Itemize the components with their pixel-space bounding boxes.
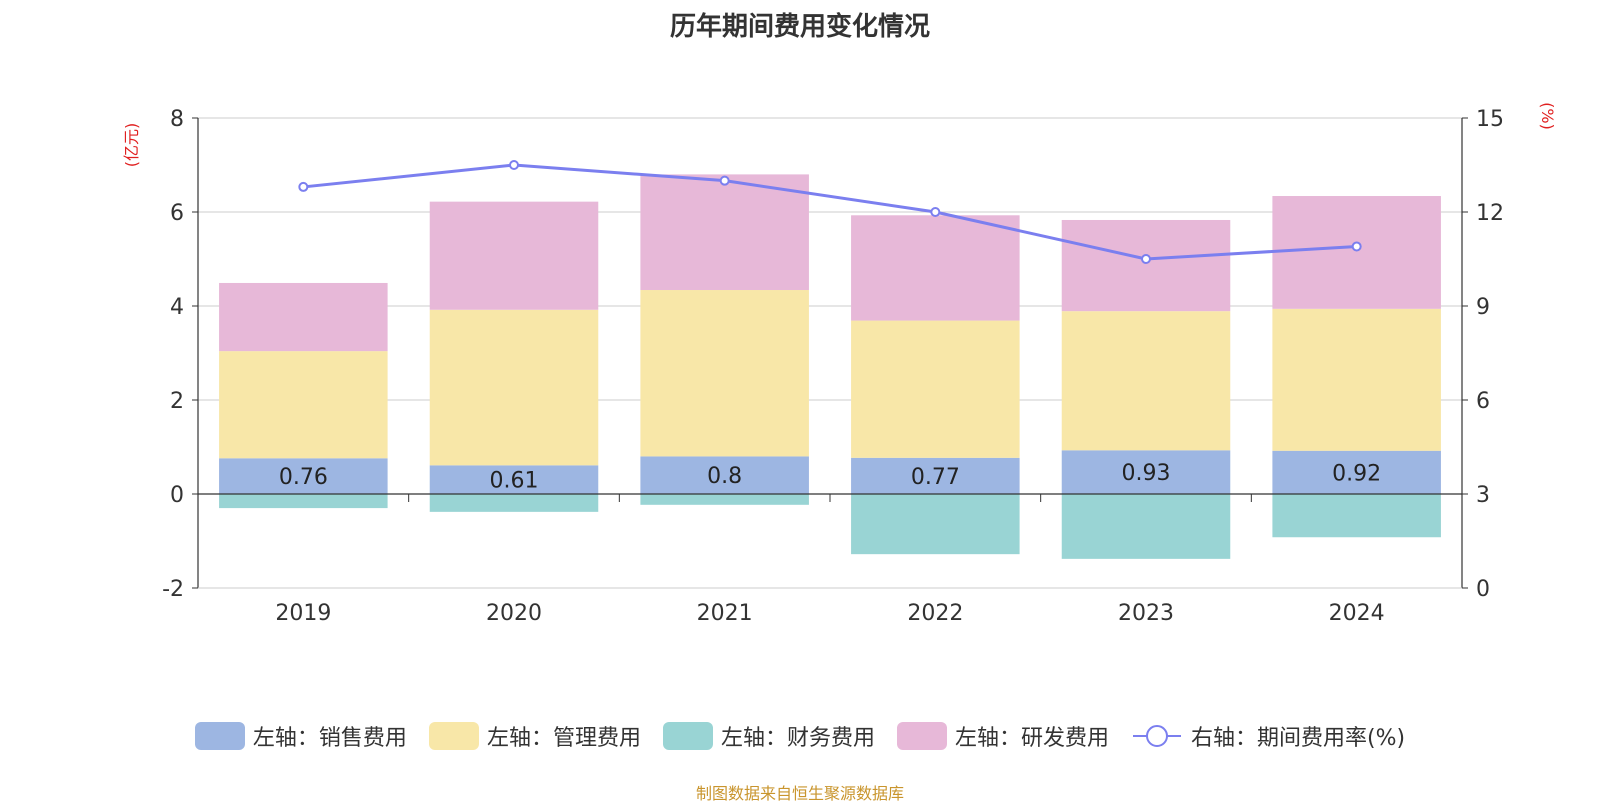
legend-item[interactable]: 左轴：研发费用 <box>896 720 1109 752</box>
legend-item[interactable]: 左轴：财务费用 <box>662 720 875 752</box>
chart-title: 历年期间费用变化情况 <box>669 12 930 42</box>
bar-segment <box>1061 311 1231 451</box>
rate-line <box>303 163 1357 261</box>
x-axis-label: 2021 <box>697 601 753 626</box>
legend-item[interactable]: 右轴：期间费用率(%) <box>1131 720 1405 752</box>
rate-point <box>930 207 941 217</box>
bar-segment <box>640 494 809 505</box>
bar-segment <box>1061 219 1231 312</box>
bar-segment <box>1272 450 1441 494</box>
bar-segment <box>851 320 1020 458</box>
rate-point <box>719 175 730 186</box>
left-axis-unit-label: (亿元) <box>122 123 141 168</box>
bar-segment <box>640 290 809 457</box>
left-axis-tick-label: 2 <box>170 389 184 414</box>
bar-value-label: 0.61 <box>490 469 539 494</box>
bar-segment <box>429 465 599 494</box>
legend-item[interactable]: 左轴：销售费用 <box>194 720 407 752</box>
rate-line-series <box>298 160 1362 264</box>
bar-value-label: 0.77 <box>911 465 960 490</box>
bar-segment <box>851 494 1020 555</box>
right-axis-tick-label: 15 <box>1476 107 1504 132</box>
rate-point <box>1141 254 1151 264</box>
bar-segment <box>851 215 1020 321</box>
bar-segment <box>429 201 599 310</box>
left-axis-tick-label: 6 <box>170 201 184 226</box>
right-axis-tick-label: 0 <box>1476 577 1490 602</box>
bar-segment <box>640 174 809 291</box>
bar-value-label: 0.8 <box>707 464 742 489</box>
left-axis-tick-label: 0 <box>170 483 184 508</box>
legend-swatch-icon <box>194 722 245 750</box>
left-axis-tick-label: 4 <box>170 295 184 320</box>
legend-swatch-icon <box>896 722 947 750</box>
bar-segment <box>1272 196 1441 309</box>
bar-segment <box>219 351 388 459</box>
rate-point <box>1351 241 1362 252</box>
bar-value-label: 0.92 <box>1332 461 1381 486</box>
bar-segment <box>640 456 809 494</box>
legend-swatch-icon <box>428 722 479 750</box>
bar-segment <box>1061 494 1231 559</box>
bar-value-label: 0.76 <box>279 465 328 490</box>
legend-item[interactable]: 左轴：管理费用 <box>428 720 641 752</box>
x-axis-label: 2024 <box>1329 601 1385 626</box>
bar-segment <box>1061 450 1231 494</box>
source-note: 制图数据来自恒生聚源数据库 <box>695 784 904 803</box>
legend-label: 左轴：销售费用 <box>252 726 407 751</box>
bar-segment <box>429 309 599 466</box>
right-axis-tick-label: 12 <box>1476 201 1504 226</box>
legend: 左轴：销售费用 左轴：管理费用 左轴：财务费用 左轴：研发费用 右轴：期间费用率(%) <box>0 718 1600 754</box>
right-axis-tick-label: 3 <box>1476 483 1490 508</box>
x-axis-label: 2023 <box>1118 601 1174 626</box>
bar-segment <box>429 494 599 512</box>
bar-segment <box>219 494 388 509</box>
legend-label: 左轴：财务费用 <box>720 726 875 751</box>
x-axis-label: 2019 <box>275 601 331 626</box>
bar-segment <box>219 282 388 352</box>
right-axis-tick-label: 9 <box>1476 295 1490 320</box>
bar-segment <box>1272 494 1441 538</box>
x-axis-label: 2022 <box>907 601 963 626</box>
data-labels: 0.76 0.61 0.8 0.77 0.93 0.92 <box>279 461 1381 494</box>
legend-label: 左轴：管理费用 <box>486 726 641 751</box>
bar-value-label: 0.93 <box>1122 461 1171 486</box>
bar-series <box>219 174 1441 559</box>
bar-segment <box>1272 308 1441 451</box>
bar-segment <box>219 458 388 494</box>
axes: -2 0 2 4 6 8 0 3 6 9 12 15 2019 2020 2021 2022 2023 2024 (… <box>122 102 1557 626</box>
legend-label: 右轴：期间费用率(%) <box>1190 726 1406 751</box>
right-axis-tick-label: 6 <box>1476 389 1490 414</box>
legend-swatch-icon <box>662 722 713 750</box>
legend-line-marker-icon <box>1132 725 1181 747</box>
left-axis-tick-label: -2 <box>162 577 184 602</box>
bar-segment <box>851 457 1020 494</box>
x-axis-label: 2020 <box>486 601 542 626</box>
legend-label: 左轴：研发费用 <box>954 726 1109 751</box>
left-axis-tick-label: 8 <box>170 107 184 132</box>
right-axis-unit-label: (%) <box>1538 102 1557 130</box>
rate-point <box>509 160 519 170</box>
rate-point <box>298 181 309 192</box>
